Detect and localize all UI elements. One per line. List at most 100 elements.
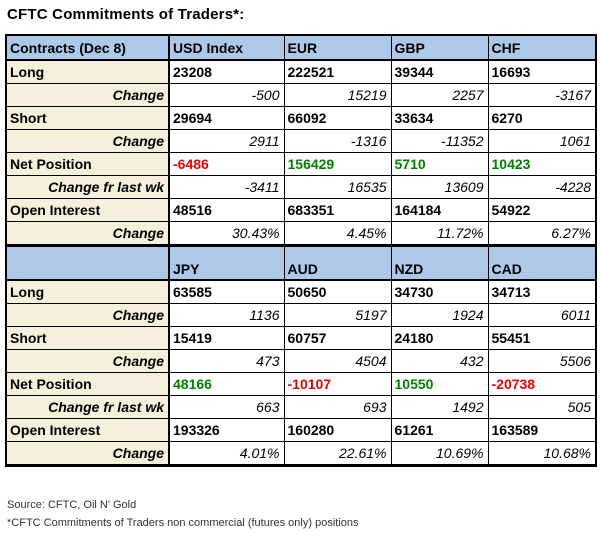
row-label: Change (5, 303, 170, 327)
table-row-open-interest: Open Interest 48516 683351 164184 54922 (5, 198, 597, 222)
cell-value: 1924 (390, 303, 489, 327)
row-label: Change fr last wk (5, 395, 170, 419)
cell-value: 34730 (390, 279, 489, 304)
cell-value: 23208 (168, 59, 285, 84)
cell-net-value: 10423 (487, 152, 597, 176)
table-row-net-change: Change fr last wk -3411 16535 13609 -422… (5, 175, 597, 199)
table-row-oi-change: Change 30.43% 4.45% 11.72% 6.27% (5, 221, 597, 246)
cell-value: 505 (487, 395, 597, 419)
table-row-net-change: Change fr last wk 663 693 1492 505 (5, 395, 597, 419)
row-label: Change (5, 83, 170, 107)
footer: Source: CFTC, Oil N' Gold *CFTC Commitme… (7, 496, 359, 532)
table-row-oi-change: Change 4.01% 22.61% 10.69% 10.68% (5, 441, 597, 466)
cell-value: 2257 (390, 83, 489, 107)
table-row-short: Short 29694 66092 33634 6270 (5, 106, 597, 130)
cell-value: 60757 (283, 326, 392, 350)
cell-value: 66092 (283, 106, 392, 130)
cell-value: 2911 (168, 129, 285, 153)
cell-value: 6.27% (487, 221, 597, 246)
cell-value: 1136 (168, 303, 285, 327)
row-label: Change (5, 349, 170, 373)
table-row-net-position: Net Position -6486 156429 5710 10423 (5, 152, 597, 176)
cell-value: 34713 (487, 279, 597, 304)
cell-value: 63585 (168, 279, 285, 304)
column-header-blank (5, 244, 170, 281)
cot-table: Contracts (Dec 8) USD Index EUR GBP CHF … (5, 34, 597, 467)
cell-value: -3411 (168, 175, 285, 199)
source-note: Source: CFTC, Oil N' Gold (7, 499, 137, 511)
cell-value: 4.45% (283, 221, 392, 246)
cell-value: 6270 (487, 106, 597, 130)
cell-value: 432 (390, 349, 489, 373)
column-header-chf: CHF (487, 34, 597, 61)
table-row-long-change: Change -500 15219 2257 -3167 (5, 83, 597, 107)
row-label: Change (5, 129, 170, 153)
table-row-open-interest: Open Interest 193326 160280 61261 163589 (5, 418, 597, 442)
table-row-net-position: Net Position 48166 -10107 10550 -20738 (5, 372, 597, 396)
cell-value: 5197 (283, 303, 392, 327)
cell-value: 4504 (283, 349, 392, 373)
cell-value: 15219 (283, 83, 392, 107)
cell-value: -11352 (390, 129, 489, 153)
cell-value: 4.01% (168, 441, 285, 466)
row-label: Change (5, 441, 170, 466)
cell-value: 683351 (283, 198, 392, 222)
cell-value: 160280 (283, 418, 392, 442)
table-row-short-change: Change 2911 -1316 -11352 1061 (5, 129, 597, 153)
cell-value: 693 (283, 395, 392, 419)
row-label: Long (5, 59, 170, 84)
cell-net-value: 156429 (283, 152, 392, 176)
cell-value: 48516 (168, 198, 285, 222)
table-row-short: Short 15419 60757 24180 55451 (5, 326, 597, 350)
cell-value: 30.43% (168, 221, 285, 246)
row-label: Change (5, 221, 170, 246)
cell-value: 1492 (390, 395, 489, 419)
row-label: Open Interest (5, 198, 170, 222)
cell-value: 16535 (283, 175, 392, 199)
cell-value: 61261 (390, 418, 489, 442)
cell-value: 193326 (168, 418, 285, 442)
cell-value: 55451 (487, 326, 597, 350)
cell-net-value: 48166 (168, 372, 285, 396)
table-row-short-change: Change 473 4504 432 5506 (5, 349, 597, 373)
cell-value: -3167 (487, 83, 597, 107)
cell-value: 16693 (487, 59, 597, 84)
cell-value: 29694 (168, 106, 285, 130)
column-header-gbp: GBP (390, 34, 489, 61)
row-label: Change fr last wk (5, 175, 170, 199)
column-header-jpy: JPY (168, 244, 285, 281)
row-label: Net Position (5, 372, 170, 396)
cell-value: 54922 (487, 198, 597, 222)
column-header-cad: CAD (487, 244, 597, 281)
table-row-long: Long 63585 50650 34730 34713 (5, 279, 597, 304)
page-title: CFTC Commitments of Traders*: (7, 6, 245, 23)
row-label: Long (5, 279, 170, 304)
table-row-long-change: Change 1136 5197 1924 6011 (5, 303, 597, 327)
section1-header-row: Contracts (Dec 8) USD Index EUR GBP CHF (5, 34, 597, 61)
cell-net-value: 5710 (390, 152, 489, 176)
cell-value: 10.69% (390, 441, 489, 466)
cell-value: 163589 (487, 418, 597, 442)
row-label: Open Interest (5, 418, 170, 442)
column-header-contracts: Contracts (Dec 8) (5, 34, 170, 61)
cell-value: 13609 (390, 175, 489, 199)
cell-value: 11.72% (390, 221, 489, 246)
cell-net-value: -20738 (487, 372, 597, 396)
definition-note: *CFTC Commitments of Traders non commerc… (7, 517, 359, 529)
cell-value: 39344 (390, 59, 489, 84)
row-label: Short (5, 326, 170, 350)
cell-value: 5506 (487, 349, 597, 373)
cell-net-value: -6486 (168, 152, 285, 176)
column-header-eur: EUR (283, 34, 392, 61)
row-label: Net Position (5, 152, 170, 176)
column-header-usd-index: USD Index (168, 34, 285, 61)
table-row-long: Long 23208 222521 39344 16693 (5, 59, 597, 84)
cell-value: 663 (168, 395, 285, 419)
cell-value: -1316 (283, 129, 392, 153)
section2-header-row: JPY AUD NZD CAD (5, 244, 597, 281)
cell-value: 15419 (168, 326, 285, 350)
cell-value: 6011 (487, 303, 597, 327)
row-label: Short (5, 106, 170, 130)
cell-value: 1061 (487, 129, 597, 153)
